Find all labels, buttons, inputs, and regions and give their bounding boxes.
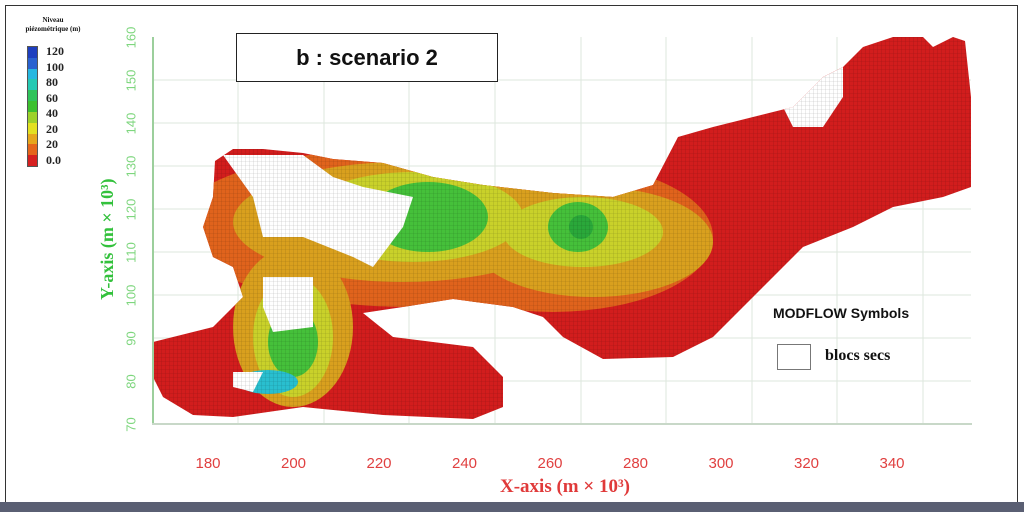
- y-tick-label: 140: [123, 112, 139, 135]
- colorbar-swatch: [28, 155, 37, 166]
- y-tick-label: 130: [123, 155, 139, 178]
- y-tick-label: 110: [123, 242, 139, 263]
- colorbar-label: 40: [46, 106, 58, 120]
- colorbar-title-line1: Niveau: [42, 16, 64, 24]
- y-tick-label: 70: [123, 417, 139, 432]
- dry-cells-swatch: [777, 344, 811, 370]
- colorbar: [27, 46, 38, 167]
- y-axis-title: Y-axis (m × 10³): [97, 178, 117, 300]
- y-tick-label: 100: [123, 284, 139, 307]
- x-tick-label: 340: [879, 455, 905, 472]
- colorbar-swatch: [28, 79, 37, 91]
- colorbar-swatch: [28, 68, 37, 80]
- colorbar-swatch: [28, 144, 37, 156]
- colorbar-swatch: [28, 90, 37, 102]
- colorbar-label: 60: [46, 90, 58, 105]
- x-tick-label: 320: [793, 455, 820, 472]
- x-tick-label: 300: [708, 455, 734, 472]
- colorbar-swatch: [28, 101, 37, 112]
- colorbar-swatch: [28, 57, 37, 69]
- colorbar-label: 100: [46, 59, 64, 74]
- y-tick-label: 160: [123, 26, 139, 49]
- colorbar-title-line2: piézométrique (m): [25, 25, 81, 33]
- modflow-symbols-title: MODFLOW Symbols: [773, 305, 910, 321]
- y-axis-ticks: 70 80 90 100 110 120 130 140 150 160: [116, 0, 146, 440]
- colorbar-label: 20: [46, 121, 58, 136]
- colorbar-title: Niveau piézométrique (m): [8, 16, 98, 34]
- bottom-border: [0, 502, 1024, 512]
- x-axis-title: X-axis (m × 10³): [500, 476, 630, 497]
- x-axis-line: [152, 423, 972, 425]
- y-axis-line: [152, 37, 154, 425]
- y-tick-label: 90: [123, 331, 139, 346]
- colorbar-swatch: [28, 111, 37, 123]
- colorbar-swatch: [28, 122, 37, 134]
- x-tick-label: 280: [622, 455, 649, 472]
- y-tick-label: 120: [123, 198, 139, 221]
- colorbar-labels: 120 100 80 60 40 20 20 0.0: [46, 44, 64, 168]
- colorbar-label: 20: [46, 137, 58, 151]
- x-tick-label: 180: [195, 455, 221, 472]
- x-tick-label: 200: [280, 455, 307, 472]
- x-tick-label: 240: [451, 455, 478, 472]
- colorbar-label: 80: [46, 75, 58, 89]
- x-tick-label: 260: [537, 455, 563, 472]
- scenario-title: b : scenario 2: [236, 33, 498, 82]
- colorbar-swatch: [28, 47, 37, 58]
- colorbar-label: 0.0: [46, 152, 61, 167]
- dry-cells-label: blocs secs: [825, 347, 891, 364]
- colorbar-swatch: [28, 133, 37, 145]
- x-tick-label: 220: [366, 455, 392, 472]
- y-tick-label: 150: [123, 69, 139, 92]
- piezometric-map: [153, 37, 971, 423]
- colorbar-label: 120: [46, 44, 64, 58]
- y-tick-label: 80: [123, 374, 139, 389]
